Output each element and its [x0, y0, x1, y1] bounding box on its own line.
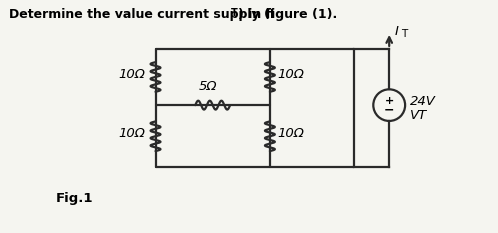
- Text: 24V: 24V: [410, 95, 436, 108]
- Text: 10Ω: 10Ω: [119, 68, 145, 81]
- Text: Determine the value current supply (I: Determine the value current supply (I: [9, 8, 275, 21]
- Text: I: I: [394, 24, 398, 38]
- Text: Fig.1: Fig.1: [56, 192, 94, 205]
- Text: 10Ω: 10Ω: [278, 127, 305, 140]
- Text: 10Ω: 10Ω: [278, 68, 305, 81]
- Text: +: +: [384, 96, 394, 106]
- Text: VT: VT: [410, 109, 427, 122]
- Text: −: −: [384, 104, 394, 116]
- Text: 10Ω: 10Ω: [119, 127, 145, 140]
- Text: T: T: [401, 29, 407, 39]
- Text: ) in figure (1).: ) in figure (1).: [238, 8, 337, 21]
- Text: T: T: [231, 8, 238, 18]
- Text: 5Ω: 5Ω: [199, 80, 217, 93]
